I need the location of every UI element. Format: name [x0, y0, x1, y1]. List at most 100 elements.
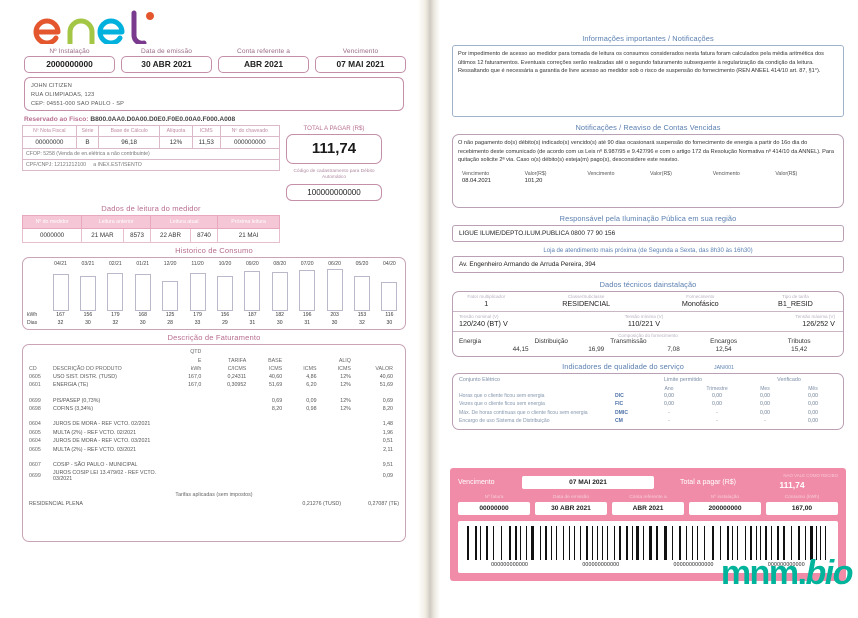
cell-base [252, 429, 288, 437]
barcode-bar [554, 526, 555, 560]
cell-aliq [323, 429, 357, 437]
notifications-title: Informações importantes / Notificações [582, 34, 714, 43]
history-title: Historico de Consumo [175, 245, 253, 255]
field-value: 07 MAI 2021 [315, 56, 406, 73]
quality-value-mes2: 0,00 [808, 409, 818, 416]
quality-subcolumns: Ano Trimestre Mes Mês [459, 386, 837, 392]
composicao-transmissao: Transmissão 7,08 [610, 338, 686, 353]
debito-automatico-value: 100000000000 [286, 183, 382, 201]
barcode-bar [525, 526, 527, 561]
history-kwh-value: 179 [193, 311, 202, 318]
overdue-venc-caption: Vencimento [587, 170, 615, 177]
quality-subcol-mes2: Mês [808, 386, 818, 392]
history-kwh-value: 168 [138, 311, 147, 318]
technical-composicao-caption: Composição do fornecimento [618, 333, 678, 338]
cell-qtd [173, 469, 207, 483]
spacer-cell [53, 356, 173, 364]
history-bar [162, 280, 179, 311]
quality-value-trimestre: - [716, 417, 718, 424]
quality-value-trimestre: - [716, 409, 718, 416]
barcode-bar [685, 526, 687, 561]
bill-left-panel: Nº Instalação 2000000000 Data de emissão… [0, 0, 418, 618]
boleto-field-caption: Consumo (kWh) [784, 495, 820, 501]
cell-qtd [173, 461, 207, 469]
history-dias-value: 32 [57, 319, 64, 326]
col-kwh: kWh [190, 365, 202, 372]
barcode-bar [601, 526, 603, 561]
boleto-total-label: Total a pagar (R$) [679, 478, 736, 486]
composicao-value: 12,54 [715, 346, 732, 353]
barcode-bar [559, 526, 561, 560]
history-month-label: 03/21 [81, 260, 95, 267]
quality-value-mes2: 0,00 [808, 393, 818, 399]
col-qtd-top: QTD [190, 349, 202, 356]
cell-cd: 0605 [29, 446, 41, 453]
history-month-label: 06/20 [328, 260, 341, 267]
barcode-bar [716, 526, 718, 560]
composicao-encargos: Encargos 12,54 [686, 338, 762, 353]
consumption-history-chart: 04/21 03/21 02/21 01/21 12/20 11/20 10/20 09/20… [22, 256, 406, 331]
composicao-label: Encargos [710, 338, 738, 345]
quality-row-abbr: CM [615, 417, 623, 424]
cell-tarifa [207, 397, 252, 405]
table-row: 0601 ENERGIA (TE) 167,0 0,30952 51,69 6,20 12%… [29, 381, 399, 389]
barcode-bar [625, 526, 628, 561]
quality-value-mes: - [764, 417, 766, 424]
barcode-bar [550, 526, 552, 561]
barcode-numbers: 000000000000 000000000000 0000000000000 000… [464, 562, 832, 568]
table-row: 0607 COSIP - SÃO PAULO - MUNICIPAL 9,51 [29, 461, 399, 469]
history-bars-row: 04/21 03/21 02/21 01/21 12/20 11/20 10/20 09/20… [27, 261, 401, 311]
cell-icms [288, 445, 322, 453]
barcode-bar [466, 526, 469, 561]
barcode-bar [749, 526, 752, 561]
quality-row-abbr: DIC [615, 393, 624, 399]
quality-group-label: Conjunto Elétrico [459, 377, 501, 383]
col-tarifa-sub: C/ICMS [227, 365, 247, 372]
history-bar-area [76, 269, 99, 311]
quality-value-ano: 0,00 [664, 401, 674, 408]
history-dias-value: 32 [359, 319, 365, 326]
cell-descricao: MULTA (2%) - REF VCTO. 02/2021 [53, 429, 137, 436]
cell-aliq [323, 437, 357, 445]
quality-box: Conjunto Elétrico Limite permitido Verif… [452, 373, 844, 430]
quality-value-ano: - [668, 417, 670, 424]
col-valor: VALOR [375, 365, 393, 372]
overdue-venc-caption: Vencimento [712, 170, 740, 177]
barcode-bar [504, 526, 507, 560]
barcode-bar [618, 526, 621, 561]
barcode-bar [819, 526, 821, 561]
history-dias-value: 28 [167, 319, 173, 326]
composicao-value: 7,08 [667, 346, 680, 353]
history-bar-item: 07/20 [296, 261, 319, 311]
spacer-cell [323, 348, 357, 356]
table-row: 0604 JUROS DE MORA - REF VCTO. 02/2021 1,4… [29, 420, 399, 428]
meter-table: Nº do medidor Leitura anterior Leitura a… [21, 214, 280, 243]
table-spacer-row [29, 390, 399, 397]
overdue-valor-caption: Valor(R$) [775, 170, 798, 177]
cell-descricao: PIS/PASEP (0,73%) [53, 397, 101, 404]
barcode-bar [579, 526, 581, 561]
barcode-bar [689, 526, 690, 560]
barcode-bar [663, 526, 667, 561]
history-kwh-value: 116 [385, 311, 394, 318]
history-kwh-value: 196 [302, 311, 312, 318]
spacer-cell [357, 348, 399, 356]
barcode-bar [700, 526, 702, 560]
barcode-bar [548, 526, 549, 560]
barcode-bar [642, 526, 644, 561]
technical-value: B1_RESID [778, 299, 813, 308]
technical-fator: Fator multiplicador 1 [453, 292, 520, 311]
cell-base: 8,20 [271, 406, 283, 413]
barcode-bar [790, 526, 792, 561]
quality-limit-header: Limite permitido [663, 377, 703, 383]
fisco-value: B800.0AA0.D0A00.D0E0.F0E0.00A0.F000.A008 [90, 116, 236, 123]
field-value: 2000000000 [24, 56, 115, 73]
spacer-cell [29, 348, 53, 356]
col-serie: Série [75, 125, 100, 137]
cell-qtd: 167,0 [188, 373, 202, 380]
cpf-note: a INEX.EST/ISENTO [93, 162, 142, 168]
history-bar-area [323, 268, 346, 311]
history-dias-value: 30 [331, 319, 338, 326]
barcode-bar [591, 526, 593, 561]
cell-qtd [173, 405, 207, 413]
